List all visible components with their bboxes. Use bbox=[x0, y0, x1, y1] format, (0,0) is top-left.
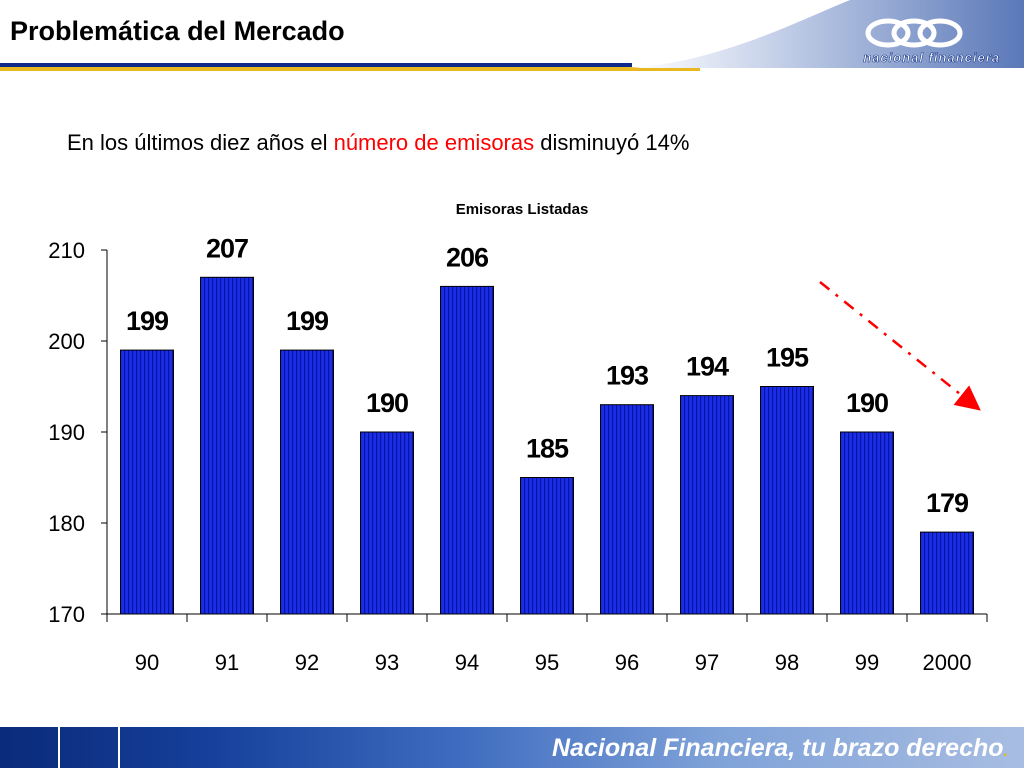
x-tick-label: 92 bbox=[295, 650, 319, 675]
x-tick-label: 99 bbox=[855, 650, 879, 675]
bar-value-label: 195 bbox=[766, 343, 809, 373]
x-tick-label: 95 bbox=[535, 650, 559, 675]
footer-segment bbox=[60, 727, 120, 768]
footer-bar bbox=[0, 727, 1024, 768]
bar-value-label: 185 bbox=[526, 434, 569, 464]
bar-chart: Emisoras Listadas 170 180 190 200 210 199 90 207… bbox=[48, 201, 988, 675]
bar bbox=[520, 477, 574, 615]
bar bbox=[840, 431, 894, 615]
bar bbox=[920, 531, 974, 615]
x-tick-label: 94 bbox=[455, 650, 479, 675]
bar-value-label: 199 bbox=[286, 306, 329, 336]
header-rule-navy bbox=[0, 63, 632, 67]
bar-value-label: 193 bbox=[606, 361, 649, 391]
logo-text: nacional financiera bbox=[863, 50, 1000, 65]
bar-value-label: 190 bbox=[846, 388, 888, 418]
bar bbox=[120, 349, 174, 615]
logo-banner: nacional financiera bbox=[630, 0, 1024, 68]
y-tick-label: 170 bbox=[48, 602, 85, 627]
y-tick-label: 200 bbox=[48, 329, 85, 354]
x-tick-label: 97 bbox=[695, 650, 719, 675]
bar bbox=[360, 431, 414, 615]
bar-value-label: 207 bbox=[206, 233, 248, 263]
subtitle: En los últimos diez años el número de em… bbox=[67, 130, 689, 156]
x-tick-label: 98 bbox=[775, 650, 799, 675]
bar-value-label: 190 bbox=[366, 388, 408, 418]
bar bbox=[680, 395, 734, 615]
bar bbox=[440, 285, 494, 615]
x-tick-label: 93 bbox=[375, 650, 399, 675]
footer-tagline-text: Nacional Financiera, tu brazo derecho bbox=[552, 734, 1004, 762]
subtitle-highlight: número de emisoras bbox=[333, 130, 535, 155]
trend-arrow bbox=[819, 281, 981, 411]
nafin-logo-icon bbox=[865, 18, 963, 48]
x-tick-label: 91 bbox=[215, 650, 239, 675]
footer-tagline-dot: . bbox=[1003, 743, 1008, 760]
subtitle-text-end: disminuyó 14% bbox=[534, 130, 690, 155]
subtitle-text-start: En los últimos diez años el bbox=[67, 130, 334, 155]
y-tick-label: 180 bbox=[48, 511, 85, 536]
x-tick-label: 2000 bbox=[923, 650, 972, 675]
y-tick-label: 190 bbox=[48, 420, 85, 445]
footer-tagline: Nacional Financiera, tu brazo derecho. bbox=[552, 734, 1008, 763]
bar bbox=[200, 276, 254, 615]
x-tick-label: 90 bbox=[135, 650, 159, 675]
chart-title: Emisoras Listadas bbox=[456, 201, 589, 218]
bar-value-label: 179 bbox=[926, 488, 969, 518]
footer-segment bbox=[0, 727, 60, 768]
bar bbox=[280, 349, 334, 615]
page-title: Problemática del Mercado bbox=[10, 16, 345, 46]
x-tick-label: 96 bbox=[615, 650, 639, 675]
bar-value-label: 194 bbox=[686, 352, 729, 382]
bar bbox=[600, 404, 654, 615]
bar-value-label: 199 bbox=[126, 306, 169, 336]
bar bbox=[760, 386, 814, 615]
y-tick-label: 210 bbox=[48, 238, 85, 263]
header-rule-gold bbox=[0, 67, 700, 71]
bar-value-label: 206 bbox=[446, 242, 489, 272]
